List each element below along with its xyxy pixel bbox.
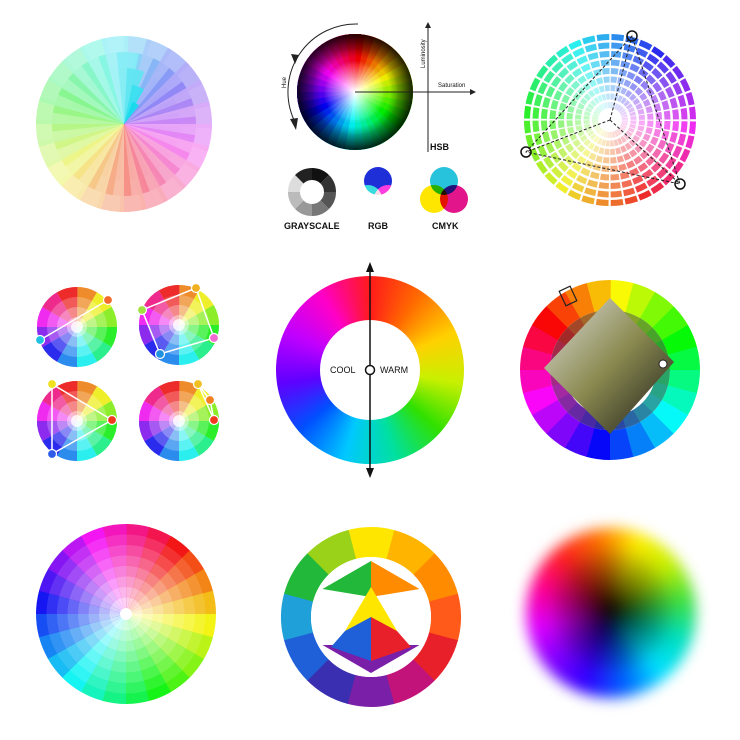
harmony-graphic <box>139 378 220 461</box>
grayscale-swatch <box>286 166 338 218</box>
cmyk-circles <box>420 167 468 213</box>
segmented-triad-wheel <box>520 30 700 210</box>
harmony-graphic <box>37 378 118 461</box>
luminosity-axis-label: Luminosity <box>421 39 427 68</box>
warm-label: WARM <box>380 365 409 375</box>
hsb-label: HSB <box>430 142 450 152</box>
temperature-axis <box>364 262 376 478</box>
rgb-venn <box>350 164 406 220</box>
cmyk-venn <box>416 164 472 220</box>
tint-segment-wheel <box>34 522 218 706</box>
cmyk-label: CMYK <box>432 221 459 231</box>
rgb-circles <box>354 167 402 213</box>
tint-graphic <box>36 524 216 704</box>
hsb-graphic <box>287 22 476 152</box>
pinwheel-graphic <box>36 36 212 212</box>
harmony-wheel-triadic <box>32 376 122 466</box>
harmony-wheel-tetradic <box>134 280 224 370</box>
hue-axis-label: Hue <box>282 76 288 88</box>
hsb-model-panel: Hue Luminosity Saturation HSB <box>280 20 480 160</box>
segmented-wheel-graphic <box>520 30 696 206</box>
harmony-graphic <box>34 287 117 367</box>
harmony-graphic <box>136 282 220 365</box>
itten-color-wheel <box>280 526 462 708</box>
rgb-label: RGB <box>368 221 388 231</box>
picker-graphic <box>520 280 700 460</box>
blurred-color-wheel <box>516 518 706 708</box>
itten-graphic <box>281 527 461 707</box>
grayscale-label: GRAYSCALE <box>284 221 340 231</box>
harmony-wheel-analogous <box>134 376 224 466</box>
saturation-axis-label: Saturation <box>438 83 466 89</box>
blurred-dark-core <box>526 528 696 698</box>
grayscale-ring <box>288 168 336 216</box>
harmony-wheel-complementary <box>32 282 122 372</box>
cool-label: COOL <box>330 365 356 375</box>
pinwheel-color-wheel <box>34 34 214 214</box>
warm-cool-wheel: COOL WARM <box>270 262 470 478</box>
picker-wheel-diamond <box>518 278 702 462</box>
